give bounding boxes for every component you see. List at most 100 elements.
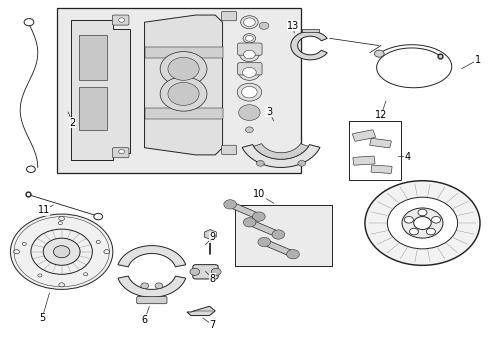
Polygon shape [186,306,215,316]
Circle shape [252,212,264,221]
Circle shape [417,209,426,216]
Text: 8: 8 [205,271,215,284]
Circle shape [160,77,206,111]
Polygon shape [118,246,185,267]
Circle shape [24,19,34,26]
Circle shape [238,64,260,80]
FancyBboxPatch shape [227,202,261,219]
Circle shape [96,240,100,243]
FancyBboxPatch shape [370,165,391,174]
Circle shape [167,82,199,105]
Circle shape [119,18,124,22]
FancyBboxPatch shape [237,43,262,55]
Circle shape [10,214,113,289]
Circle shape [257,237,270,247]
Circle shape [53,246,70,258]
Circle shape [167,57,199,80]
Circle shape [238,105,260,121]
Circle shape [364,181,479,265]
Circle shape [256,161,264,166]
FancyBboxPatch shape [221,145,236,154]
Polygon shape [144,108,222,119]
Circle shape [271,230,284,239]
Circle shape [286,249,299,259]
Circle shape [22,242,26,246]
Circle shape [242,67,256,77]
Circle shape [243,18,255,27]
Circle shape [237,83,261,101]
Polygon shape [71,21,130,160]
Circle shape [160,51,206,86]
Circle shape [14,249,20,254]
FancyBboxPatch shape [234,205,331,266]
Text: 6: 6 [141,306,149,325]
Circle shape [243,34,255,43]
Circle shape [224,200,236,209]
Text: 3: 3 [265,107,273,121]
Circle shape [59,283,64,287]
Circle shape [83,273,87,276]
Polygon shape [253,144,308,159]
Circle shape [189,268,199,275]
Circle shape [259,22,268,30]
Circle shape [404,216,412,223]
FancyBboxPatch shape [237,63,262,75]
Text: 1: 1 [461,55,480,69]
Circle shape [241,86,257,98]
FancyBboxPatch shape [137,297,166,304]
Circle shape [374,50,384,57]
Circle shape [38,274,42,277]
Circle shape [245,36,253,41]
Text: 9: 9 [205,232,215,244]
Circle shape [386,197,457,249]
FancyBboxPatch shape [112,15,129,25]
FancyBboxPatch shape [221,12,236,21]
Circle shape [409,228,418,235]
Text: 12: 12 [374,101,386,121]
Circle shape [103,249,109,254]
Circle shape [243,50,255,59]
FancyBboxPatch shape [112,148,129,158]
FancyBboxPatch shape [246,220,281,237]
Circle shape [155,283,163,289]
Text: 2: 2 [68,112,76,128]
Polygon shape [290,31,326,60]
Circle shape [211,268,221,275]
FancyBboxPatch shape [352,130,375,141]
Text: 5: 5 [39,293,49,323]
Circle shape [297,161,305,166]
FancyBboxPatch shape [352,156,374,165]
Circle shape [119,149,124,154]
Text: 13: 13 [286,21,299,33]
Text: 4: 4 [397,152,410,162]
Circle shape [413,217,430,229]
Polygon shape [118,276,185,297]
Polygon shape [144,47,222,58]
Circle shape [26,166,35,172]
FancyBboxPatch shape [348,121,400,180]
Text: 10: 10 [252,189,273,203]
Polygon shape [302,29,318,32]
FancyBboxPatch shape [192,265,218,279]
FancyBboxPatch shape [369,138,390,148]
Circle shape [43,238,80,265]
Circle shape [94,213,102,220]
Polygon shape [79,35,107,80]
Circle shape [59,216,64,221]
Circle shape [243,218,255,227]
Circle shape [240,16,258,29]
Circle shape [245,127,253,133]
Polygon shape [242,145,319,167]
Circle shape [58,222,62,225]
Circle shape [401,208,442,238]
Circle shape [431,216,440,223]
Circle shape [239,47,259,62]
Polygon shape [79,87,107,130]
Text: 11: 11 [38,205,53,216]
Circle shape [426,228,434,235]
FancyBboxPatch shape [261,239,295,257]
Circle shape [141,283,148,289]
Text: 7: 7 [203,318,216,330]
Polygon shape [144,15,222,155]
FancyBboxPatch shape [57,8,300,173]
